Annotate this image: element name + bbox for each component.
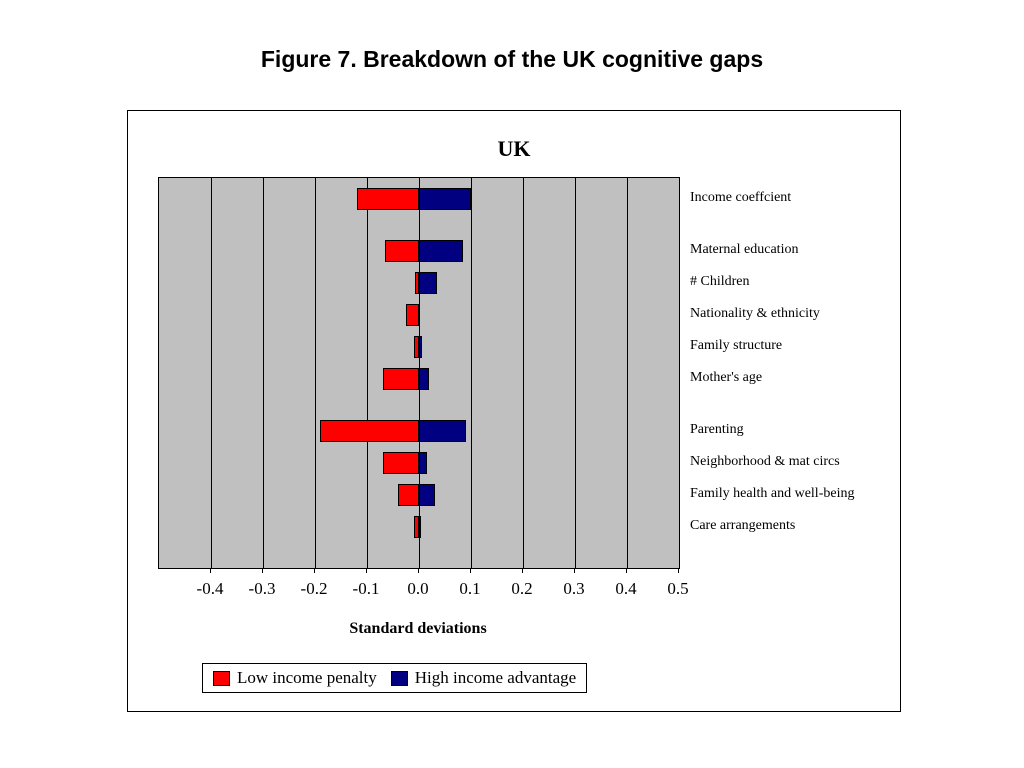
bar-high	[419, 368, 429, 390]
bar-low	[320, 420, 419, 442]
x-tick-mark	[262, 568, 263, 573]
figure-title: Figure 7. Breakdown of the UK cognitive …	[0, 46, 1024, 73]
bar-high	[419, 516, 421, 538]
x-axis-label: Standard deviations	[158, 620, 678, 638]
x-tick-mark	[366, 568, 367, 573]
bar-low	[383, 368, 419, 390]
x-tick-mark	[314, 568, 315, 573]
x-tick-mark	[522, 568, 523, 573]
chart-border: UK -0.4 -0.3 -0.2 -0.1 0.0 0.1 0.2 0.3 0.4 0.5 St…	[127, 110, 901, 712]
category-label: Income coeffcient	[690, 190, 791, 206]
bar-high	[419, 188, 471, 210]
category-label: Family health and well-being	[690, 486, 854, 502]
bar-high	[419, 336, 422, 358]
x-tick-label: -0.1	[353, 579, 380, 599]
legend-label-high: High income advantage	[415, 668, 576, 688]
bar-high	[419, 240, 463, 262]
x-tick-mark	[470, 568, 471, 573]
bar-low	[398, 484, 419, 506]
category-label: Neighborhood & mat circs	[690, 454, 840, 470]
bar-row	[159, 420, 679, 442]
bar-row	[159, 368, 679, 390]
category-label: # Children	[690, 274, 750, 290]
gridline	[679, 178, 680, 568]
chart-title: UK	[128, 136, 900, 162]
bar-row	[159, 336, 679, 358]
bar-high	[419, 420, 466, 442]
bar-row	[159, 240, 679, 262]
bar-row	[159, 272, 679, 294]
bar-row	[159, 304, 679, 326]
category-label: Mother's age	[690, 370, 762, 386]
x-tick-label: -0.4	[197, 579, 224, 599]
x-tick-mark	[626, 568, 627, 573]
bar-low	[383, 452, 419, 474]
x-tick-label: 0.2	[511, 579, 532, 599]
category-label: Maternal education	[690, 242, 798, 258]
legend-label-low: Low income penalty	[237, 668, 377, 688]
x-tick-label: 0.4	[615, 579, 636, 599]
x-tick-mark	[418, 568, 419, 573]
x-tick-label: 0.3	[563, 579, 584, 599]
figure-container: Figure 7. Breakdown of the UK cognitive …	[0, 0, 1024, 768]
category-label: Family structure	[690, 338, 782, 354]
bar-high	[419, 484, 435, 506]
x-tick-mark	[574, 568, 575, 573]
x-tick-label: -0.2	[301, 579, 328, 599]
bar-high	[419, 452, 427, 474]
legend: Low income penalty High income advantage	[202, 663, 587, 693]
x-tick-label: 0.5	[667, 579, 688, 599]
category-label: Nationality & ethnicity	[690, 306, 820, 322]
legend-swatch-low	[213, 671, 230, 686]
bar-low	[406, 304, 419, 326]
bar-low	[357, 188, 419, 210]
category-label: Parenting	[690, 422, 744, 438]
bar-row	[159, 188, 679, 210]
bar-row	[159, 516, 679, 538]
x-tick-mark	[210, 568, 211, 573]
category-label: Care arrangements	[690, 518, 795, 534]
plot-area	[158, 177, 680, 569]
x-tick-label: 0.1	[459, 579, 480, 599]
x-tick-label: 0.0	[407, 579, 428, 599]
bar-high	[419, 272, 437, 294]
x-tick-label: -0.3	[249, 579, 276, 599]
x-tick-mark	[678, 568, 679, 573]
legend-item-low: Low income penalty	[213, 668, 377, 688]
legend-swatch-high	[391, 671, 408, 686]
bar-low	[385, 240, 419, 262]
bar-row	[159, 452, 679, 474]
bar-row	[159, 484, 679, 506]
legend-item-high: High income advantage	[391, 668, 576, 688]
